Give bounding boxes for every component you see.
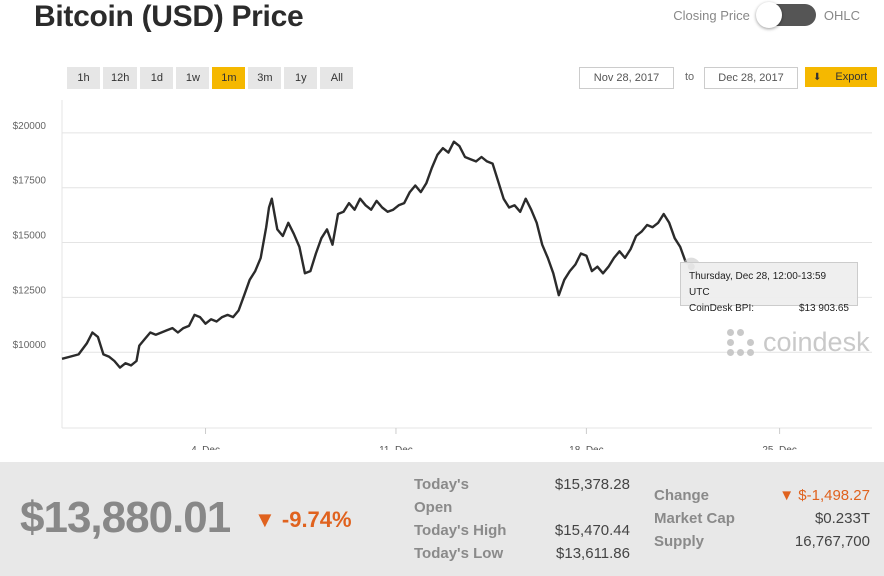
stats-panel: $13,880.01 ▼ -9.74% Today's Open $15,378… [0, 462, 884, 576]
range-button-1h[interactable]: 1h [67, 67, 100, 89]
date-to-label: to [685, 71, 695, 83]
price-series-line [61, 140, 693, 369]
range-button-All[interactable]: All [320, 67, 354, 89]
ohlc-label: OHLC [823, 7, 860, 23]
supply-label: Supply [654, 533, 705, 550]
low-value: $13,611.86 [556, 545, 630, 562]
x-tick-label: 4. Dec [191, 445, 220, 450]
chart-mode-switch[interactable] [755, 2, 816, 28]
market-cap-label: Market Cap [654, 510, 735, 527]
range-selector: 1h 12h 1d 1w 1m 3m 1y All [67, 67, 354, 89]
x-tick-label: 25. Dec [762, 445, 796, 450]
chart-tooltip: Thursday, Dec 28, 12:00-13:59 UTC CoinDe… [680, 262, 858, 314]
open-label-line1: Today's [414, 476, 469, 493]
open-label-line2: Open [414, 499, 453, 516]
tooltip-time: Thursday, Dec 28, 12:00-13:59 UTC [689, 271, 827, 298]
range-button-1w[interactable]: 1w [176, 67, 210, 89]
switch-knob[interactable] [755, 2, 782, 28]
supply-value: 16,767,700 [794, 533, 870, 550]
market-cap-value: $0.233T [814, 510, 870, 527]
high-value: $15,470.44 [554, 522, 630, 539]
range-button-3m[interactable]: 3m [248, 67, 282, 89]
watermark-text: coindesk [763, 327, 870, 357]
high-label: Today's High [414, 522, 507, 539]
date-to-field[interactable]: Dec 28, 2017 [704, 67, 798, 89]
x-tick-label: 18. Dec [569, 445, 603, 450]
closing-price-label: Closing Price [673, 7, 750, 23]
current-price: $13,880.01 [20, 493, 231, 542]
coindesk-watermark: coindesk [727, 327, 870, 358]
tooltip-value: $13 903.65 [798, 303, 849, 314]
page-title: Bitcoin (USD) Price [34, 0, 304, 33]
change-value: ▼ $-1,498.27 [779, 487, 870, 504]
range-button-1m[interactable]: 1m [212, 67, 246, 89]
date-from-field[interactable]: Nov 28, 2017 [579, 67, 674, 89]
range-button-1d[interactable]: 1d [140, 67, 174, 89]
change-percent: ▼ -9.74% [254, 507, 352, 532]
y-tick-label: $17500 [13, 176, 47, 187]
y-tick-label: $12500 [13, 285, 47, 296]
change-label: Change [654, 487, 710, 504]
low-label: Today's Low [414, 545, 504, 562]
range-button-1y[interactable]: 1y [284, 67, 318, 89]
y-tick-label: $10000 [13, 340, 47, 351]
coindesk-logo-icon [727, 328, 755, 357]
tooltip-label: CoinDesk BPI: [689, 303, 755, 314]
export-button[interactable]: ⬇ Export [805, 67, 877, 87]
x-tick-label: 11. Dec [379, 445, 413, 450]
export-label: Export [835, 71, 868, 83]
download-arrow-icon: ⬇ [813, 71, 822, 83]
y-tick-label: $15000 [13, 231, 47, 242]
range-button-12h[interactable]: 12h [103, 67, 138, 89]
chart-mode-toggle-group: Closing Price OHLC [665, 2, 868, 28]
y-tick-label: $20000 [13, 121, 47, 132]
open-value: $15,378.28 [554, 476, 630, 493]
